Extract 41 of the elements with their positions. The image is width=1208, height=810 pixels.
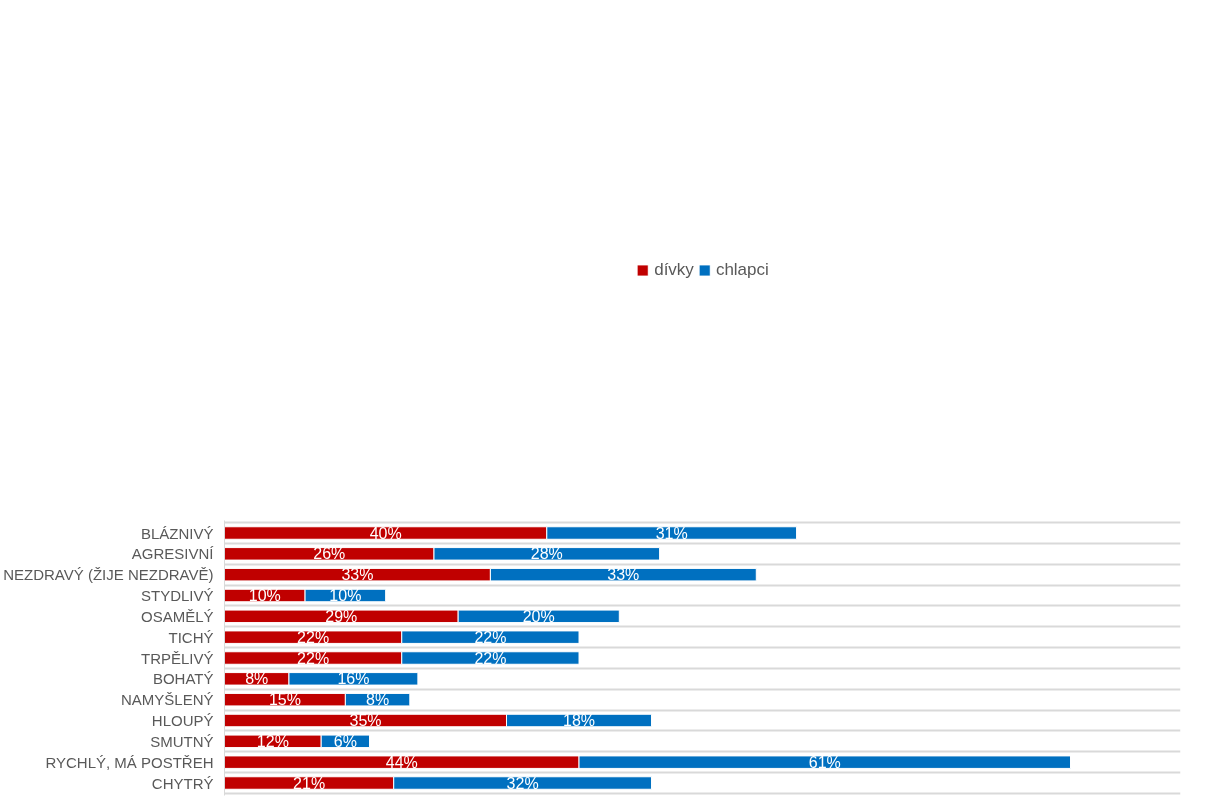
y-tick-label: RYCHLÝ, MÁ POSTŘEH (45, 753, 214, 771)
data-label: 8% (245, 670, 269, 688)
data-label: 44% (385, 753, 418, 771)
y-tick-label: TICHÝ (168, 628, 214, 646)
data-label: 22% (297, 649, 330, 667)
y-tick-label: BLÁZNIVÝ (140, 524, 214, 542)
data-label: 8% (366, 691, 390, 709)
y-tick-label: NAMYŠLENÝ (120, 691, 214, 709)
data-label: 10% (329, 587, 362, 604)
data-label: 28% (530, 545, 563, 563)
y-tick-label: SMUTNÝ (150, 732, 214, 750)
legend-label: chlapci (715, 260, 769, 280)
data-label: 33% (607, 566, 640, 584)
data-label: 32% (506, 774, 539, 792)
data-label: 61% (808, 753, 841, 771)
y-tick-label: AGRESIVNÍ (131, 545, 215, 563)
y-tick-label: TRPĚLIVÝ (140, 649, 214, 667)
y-tick-label: BOHATÝ (152, 670, 214, 688)
data-label: 29% (325, 607, 358, 625)
y-tick-label: STYDLIVÝ (140, 587, 214, 604)
data-label: 18% (563, 712, 596, 729)
data-label: 20% (522, 607, 555, 625)
data-label: 33% (341, 566, 374, 584)
y-tick-label: NEZDRAVÝ (ŽIJE NEZDRAVĚ) (3, 566, 214, 584)
data-label: 15% (268, 691, 301, 709)
legend-label: dívky (654, 260, 694, 280)
y-tick-label: HLOUPÝ (151, 712, 214, 729)
data-label: 12% (256, 732, 289, 750)
data-label: 22% (474, 649, 507, 667)
data-label: 40% (369, 524, 402, 542)
data-label: 35% (349, 712, 382, 729)
data-label: 16% (337, 670, 370, 688)
data-label: 22% (474, 628, 507, 646)
data-label: 10% (248, 587, 281, 604)
data-label: 31% (655, 524, 688, 542)
data-label: 21% (293, 774, 326, 792)
y-tick-label: CHYTRÝ (151, 774, 214, 792)
data-label: 26% (313, 545, 346, 563)
data-label: 6% (333, 732, 357, 750)
y-tick-label: OSAMĚLÝ (140, 607, 214, 625)
data-label: 22% (297, 628, 330, 646)
